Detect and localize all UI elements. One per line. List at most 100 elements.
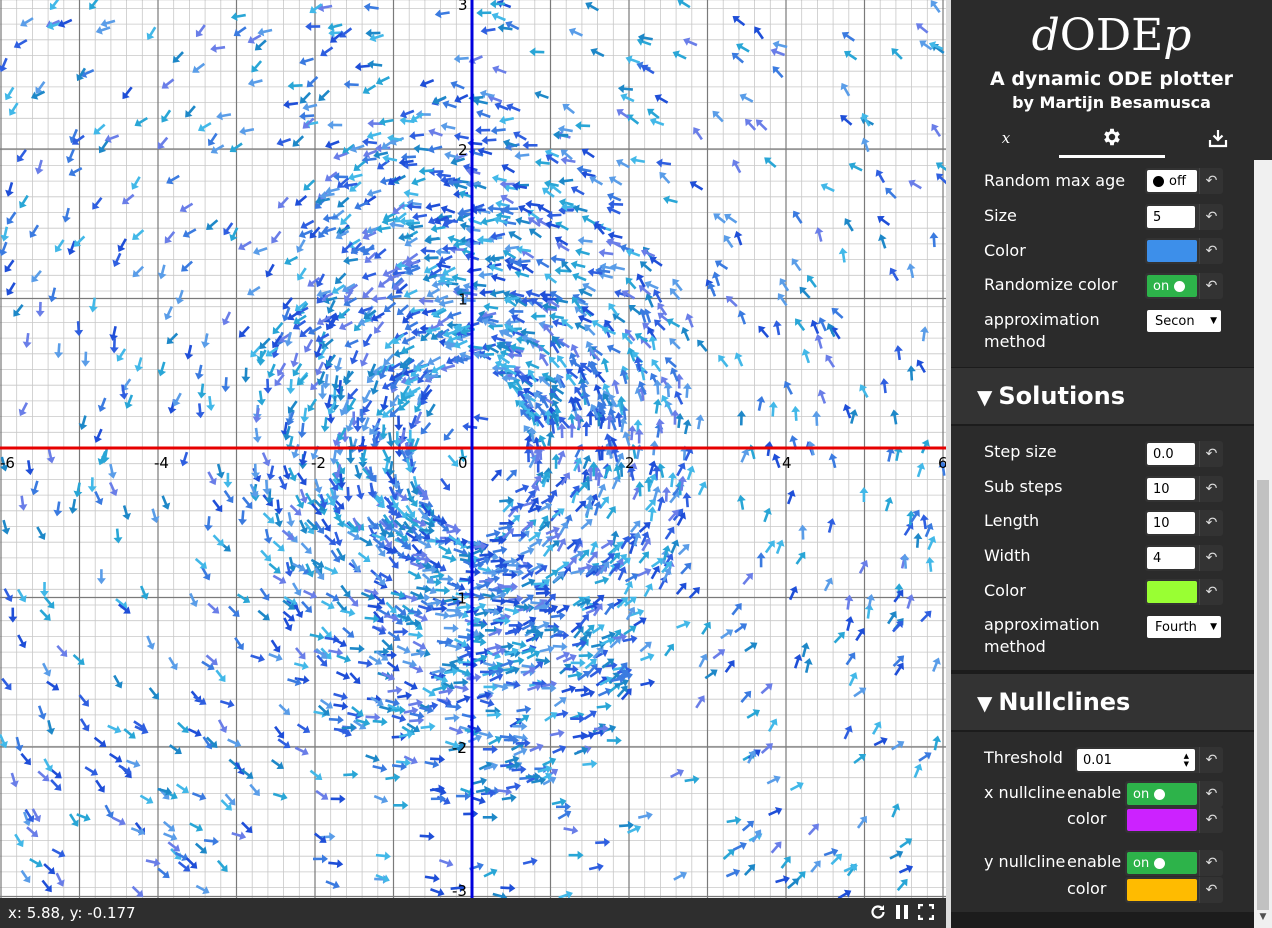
reset-icon[interactable]: ↶ (1199, 807, 1223, 833)
reset-icon[interactable]: ↶ (1199, 168, 1223, 194)
reset-icon[interactable]: ↶ (1199, 747, 1223, 773)
particle-arrow (236, 593, 251, 604)
reset-icon[interactable]: ↶ (1199, 238, 1223, 264)
x-nullcline-enable-toggle[interactable]: on (1127, 783, 1197, 805)
reset-icon[interactable]: ↶ (1199, 781, 1223, 807)
y-nullcline-enable-toggle[interactable]: on (1127, 852, 1197, 874)
particle-arrow (638, 522, 651, 533)
spinner-arrows-icon[interactable]: ▲ ▼ (1183, 752, 1189, 768)
particle-method-select[interactable]: Secon ▼ (1147, 310, 1221, 332)
randomize-color-toggle[interactable]: on (1147, 275, 1197, 297)
particle-arrow (223, 490, 234, 504)
phase-plot-canvas[interactable]: -6 -4 -2 0 2 4 6 3 2 1 -1 -2 -3 (0, 0, 946, 898)
particle-arrow (571, 639, 587, 648)
particle-arrow (46, 448, 56, 464)
width-input[interactable]: 4 (1147, 547, 1195, 569)
y-nullcline-color-swatch[interactable] (1127, 879, 1197, 901)
settings-panel[interactable]: Random max age off ↶ Size 5 ↶ Color ↶ Ra… (951, 160, 1254, 928)
particle-arrow (371, 294, 387, 304)
particle-arrow (266, 363, 276, 379)
solutions-title: Solutions (998, 382, 1126, 410)
solution-color-swatch[interactable] (1147, 581, 1197, 603)
pause-icon[interactable] (892, 902, 912, 922)
solution-method-select[interactable]: Fourth ▼ (1147, 616, 1221, 638)
particle-arrow (386, 292, 402, 302)
particle-arrow (306, 75, 319, 88)
tab-settings[interactable] (1059, 118, 1165, 158)
length-input[interactable]: 10 (1147, 512, 1195, 534)
particle-arrow (504, 317, 520, 327)
particle-arrow (527, 504, 543, 514)
particle-arrow (693, 127, 703, 141)
fullscreen-icon[interactable] (916, 902, 936, 922)
x-nullcline-color-control: ↶ (1125, 807, 1223, 833)
scroll-down-icon[interactable]: ▼ (1259, 912, 1267, 922)
particle-arrow (119, 384, 129, 400)
particle-arrow (594, 222, 605, 235)
step-size-input[interactable]: 0.0 (1147, 443, 1195, 465)
particle-arrow (623, 580, 633, 595)
particle-arrow (616, 159, 630, 169)
nullclines-group: Threshold 0.01 ▲ ▼ ↶ x nullcline enable on… (951, 732, 1254, 912)
phase-plot-svg[interactable]: -6 -4 -2 0 2 4 6 3 2 1 -1 -2 -3 (0, 0, 946, 898)
reset-icon[interactable]: ↶ (1199, 441, 1223, 467)
particle-arrow (511, 765, 527, 775)
app-logo: dODEp (951, 8, 1272, 64)
nullclines-section-header[interactable]: ▼ Nullclines (951, 674, 1254, 730)
particle-arrow (295, 494, 305, 509)
particle-arrow (890, 409, 900, 425)
particle-arrow (505, 20, 520, 31)
reset-icon[interactable]: ↶ (1199, 545, 1223, 571)
threshold-input[interactable]: 0.01 ▲ ▼ (1077, 749, 1195, 771)
particle-arrow (479, 550, 495, 560)
particle-arrow (157, 867, 170, 879)
particle-arrow (157, 786, 173, 796)
particle-color-swatch[interactable] (1147, 240, 1197, 262)
particle-arrow (777, 293, 788, 307)
particle-arrow (389, 495, 399, 510)
particle-size-input[interactable]: 5 (1147, 206, 1195, 228)
particle-arrow (614, 678, 629, 688)
particle-arrow (652, 289, 663, 303)
x-nullcline-color-swatch[interactable] (1127, 809, 1197, 831)
particle-arrow (505, 679, 521, 689)
reset-icon[interactable]: ↶ (1199, 273, 1223, 299)
reset-icon[interactable]: ↶ (1199, 476, 1223, 502)
particle-arrow (401, 335, 416, 345)
tab-equations[interactable]: 𝑥 (953, 118, 1059, 158)
particle-arrow (558, 890, 573, 898)
particle-arrow (202, 736, 213, 750)
reset-icon[interactable]: ↶ (1199, 579, 1223, 605)
particle-arrow (399, 216, 415, 226)
sidebar-scrollbar-thumb[interactable] (1257, 480, 1269, 910)
particle-arrow (627, 465, 636, 481)
particle-arrow (325, 880, 340, 889)
reset-icon[interactable]: ↶ (1199, 204, 1223, 230)
solutions-section-header[interactable]: ▼ Solutions (951, 368, 1254, 424)
random-max-age-toggle[interactable]: off (1147, 170, 1197, 192)
reset-icon[interactable]: ↶ (1199, 510, 1223, 536)
particle-arrow (161, 78, 175, 89)
tab-download[interactable] (1165, 118, 1271, 158)
particle-arrow (490, 556, 506, 566)
particle-arrow (582, 391, 591, 407)
particle-arrow (393, 627, 409, 637)
particle-arrow (792, 210, 803, 224)
reset-icon[interactable]: ↶ (1199, 850, 1223, 876)
particle-arrow (516, 245, 532, 255)
particle-arrow (272, 792, 288, 801)
particle-arrow (599, 676, 614, 686)
particle-arrow (448, 726, 464, 736)
particle-arrow (185, 105, 196, 118)
particle-arrow (373, 496, 385, 509)
refresh-icon[interactable] (868, 902, 888, 922)
particle-arrow (318, 384, 328, 400)
particle-arrow (861, 137, 870, 153)
particle-arrow (551, 453, 561, 469)
x-nullcline-enable-control: on ↶ (1125, 781, 1223, 807)
reset-icon[interactable]: ↶ (1199, 877, 1223, 903)
sub-steps-input[interactable]: 10 (1147, 478, 1195, 500)
particle-arrow (499, 115, 515, 125)
particle-arrow (330, 32, 343, 43)
particle-arrow (610, 447, 620, 463)
